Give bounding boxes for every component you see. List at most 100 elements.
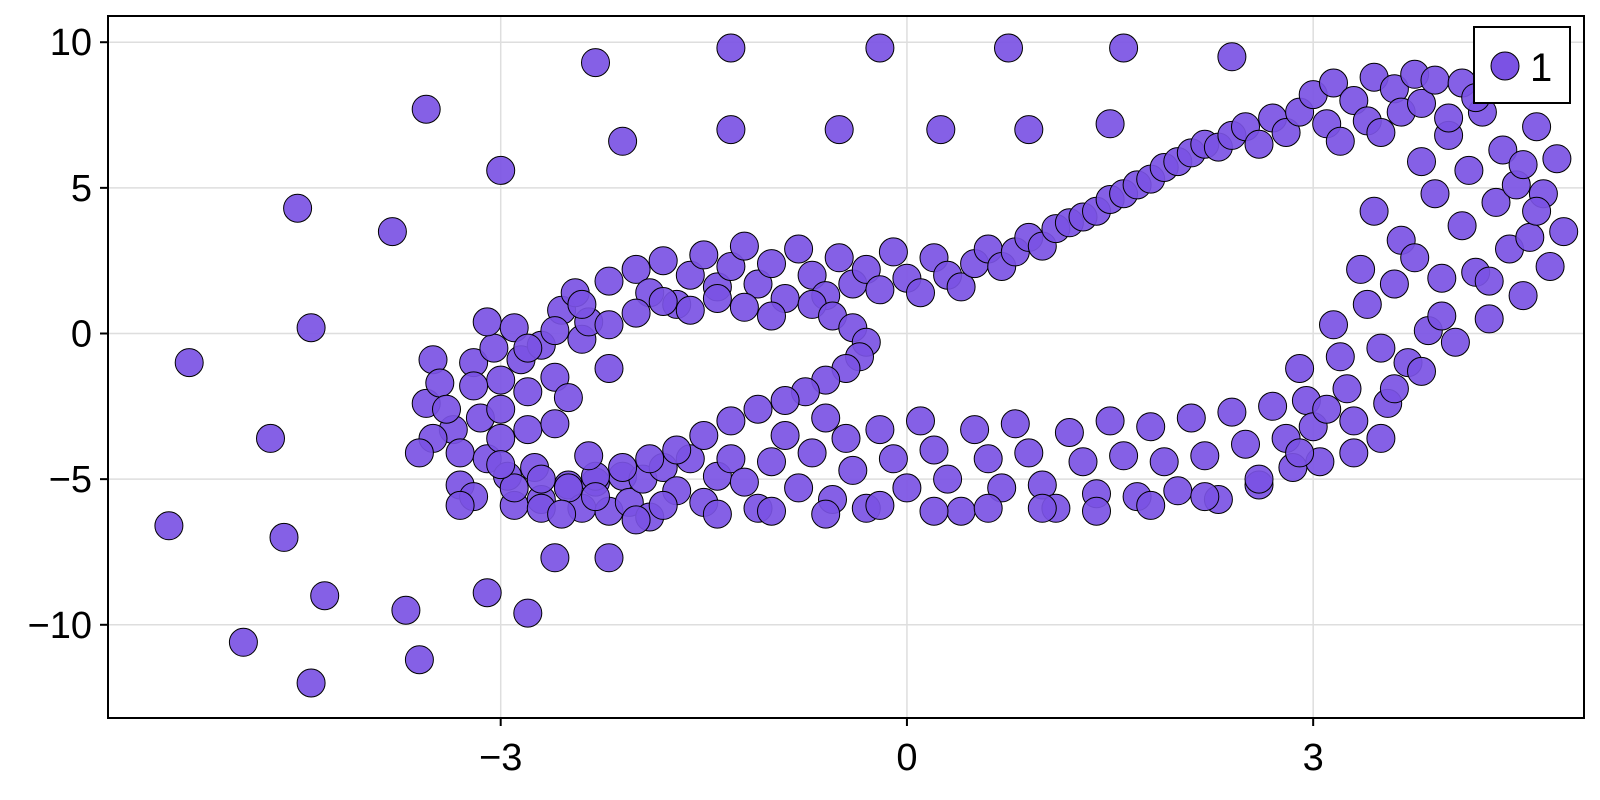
data-point-0-6	[310, 581, 340, 611]
data-point-0-10	[404, 645, 434, 675]
data-point-0-90	[960, 415, 990, 445]
data-point-0-170	[797, 260, 827, 290]
data-point-0-123	[1339, 438, 1369, 468]
data-point-0-3	[269, 522, 299, 552]
data-point-0-174	[851, 254, 881, 284]
data-point-0-251	[594, 310, 624, 340]
data-point-0-103	[1136, 412, 1166, 442]
data-point-0-210	[1325, 126, 1355, 156]
legend: 1	[1473, 26, 1571, 104]
data-point-0-248	[675, 295, 705, 325]
data-point-0-172	[824, 243, 854, 273]
data-point-0-112	[1258, 391, 1288, 421]
data-point-0-240	[526, 464, 556, 494]
data-point-0-1	[228, 627, 258, 657]
data-point-0-164	[716, 252, 746, 281]
data-point-0-91	[973, 444, 1003, 474]
data-point-0-20	[716, 115, 746, 145]
data-point-0-71	[716, 444, 746, 474]
data-point-0-26	[1095, 109, 1125, 139]
data-point-0-51	[499, 313, 529, 343]
data-point-0-19	[716, 33, 746, 63]
data-point-0-176	[878, 237, 908, 267]
data-point-0-34	[445, 438, 475, 468]
data-point-0-29	[154, 511, 184, 541]
data-point-0-86	[906, 406, 935, 436]
data-point-0-5	[296, 668, 326, 698]
data-point-0-153	[1542, 144, 1572, 174]
data-point-0-232	[743, 394, 773, 424]
legend-label: 1	[1530, 46, 1552, 90]
data-point-0-42	[486, 423, 516, 453]
data-point-0-24	[994, 33, 1023, 63]
data-point-0-244	[574, 441, 604, 471]
data-point-0-21	[824, 115, 854, 145]
data-point-0-154	[1549, 217, 1579, 247]
data-point-0-122	[1339, 406, 1369, 436]
legend-marker	[1490, 51, 1520, 81]
data-point-0-53	[540, 362, 570, 392]
data-point-0-269	[811, 499, 841, 529]
data-point-0-18	[608, 126, 638, 156]
data-point-0-250	[621, 298, 651, 328]
data-point-0-178	[906, 278, 935, 308]
data-point-0-243	[540, 409, 570, 439]
data-point-0-242	[553, 383, 583, 413]
data-point-0-231	[770, 386, 800, 415]
data-point-0-28	[1217, 42, 1247, 72]
data-point-0-247	[702, 284, 732, 313]
data-point-0-203	[1244, 129, 1274, 159]
data-point-0-218	[1407, 88, 1436, 118]
x-axis-ticks: −3 0 3	[479, 718, 1324, 779]
data-point-0-46	[513, 377, 543, 407]
data-point-0-133	[1407, 147, 1436, 177]
data-point-0-254	[459, 371, 489, 401]
data-point-0-94	[1014, 438, 1044, 468]
data-point-0-50	[472, 307, 502, 337]
data-point-0-78	[811, 403, 841, 433]
x-tick-label-1: 0	[896, 737, 917, 779]
data-point-0-161	[675, 260, 705, 290]
data-point-0-165	[729, 231, 759, 261]
data-point-0-233	[716, 406, 746, 436]
data-point-0-271	[919, 496, 949, 526]
data-point-0-92	[987, 473, 1017, 503]
data-point-0-105	[1163, 476, 1193, 506]
data-point-0-278	[1285, 438, 1315, 468]
data-point-0-121	[1332, 374, 1362, 404]
data-point-0-7	[296, 313, 326, 343]
data-point-0-93	[1000, 409, 1030, 439]
data-point-0-211	[1339, 86, 1369, 115]
data-point-0-22	[865, 33, 895, 63]
legend-box	[1473, 26, 1571, 104]
data-point-0-155	[567, 289, 597, 319]
data-point-0-265	[621, 505, 651, 535]
data-point-0-8	[377, 217, 407, 247]
data-point-0-9	[391, 595, 421, 625]
data-point-0-245	[757, 301, 786, 331]
data-point-0-144	[1481, 187, 1511, 217]
data-point-0-132	[1400, 243, 1430, 273]
data-point-0-237	[608, 453, 638, 482]
y-axis-ticks: 10 5 0 −5 −10	[28, 22, 108, 647]
data-point-0-273	[1027, 493, 1057, 523]
data-point-0-285	[1508, 150, 1538, 180]
data-point-0-145	[1488, 135, 1518, 165]
data-point-0-169	[784, 234, 814, 264]
data-point-0-283	[1427, 301, 1457, 331]
data-point-0-143	[1474, 304, 1504, 334]
data-point-0-139	[1447, 211, 1477, 241]
data-point-0-267	[702, 499, 732, 529]
data-point-0-115	[1285, 354, 1315, 383]
data-point-0-129	[1379, 269, 1409, 299]
data-point-0-107	[1190, 441, 1220, 471]
data-point-0-263	[547, 499, 577, 529]
data-point-0-152	[1535, 252, 1565, 281]
data-point-0-104	[1149, 447, 1179, 477]
data-point-0-2	[256, 423, 285, 453]
data-point-0-277	[1244, 464, 1274, 494]
data-point-0-40	[486, 365, 516, 395]
data-point-0-148	[1508, 281, 1538, 311]
data-point-0-83	[865, 415, 895, 445]
plot-frame	[107, 15, 1585, 719]
